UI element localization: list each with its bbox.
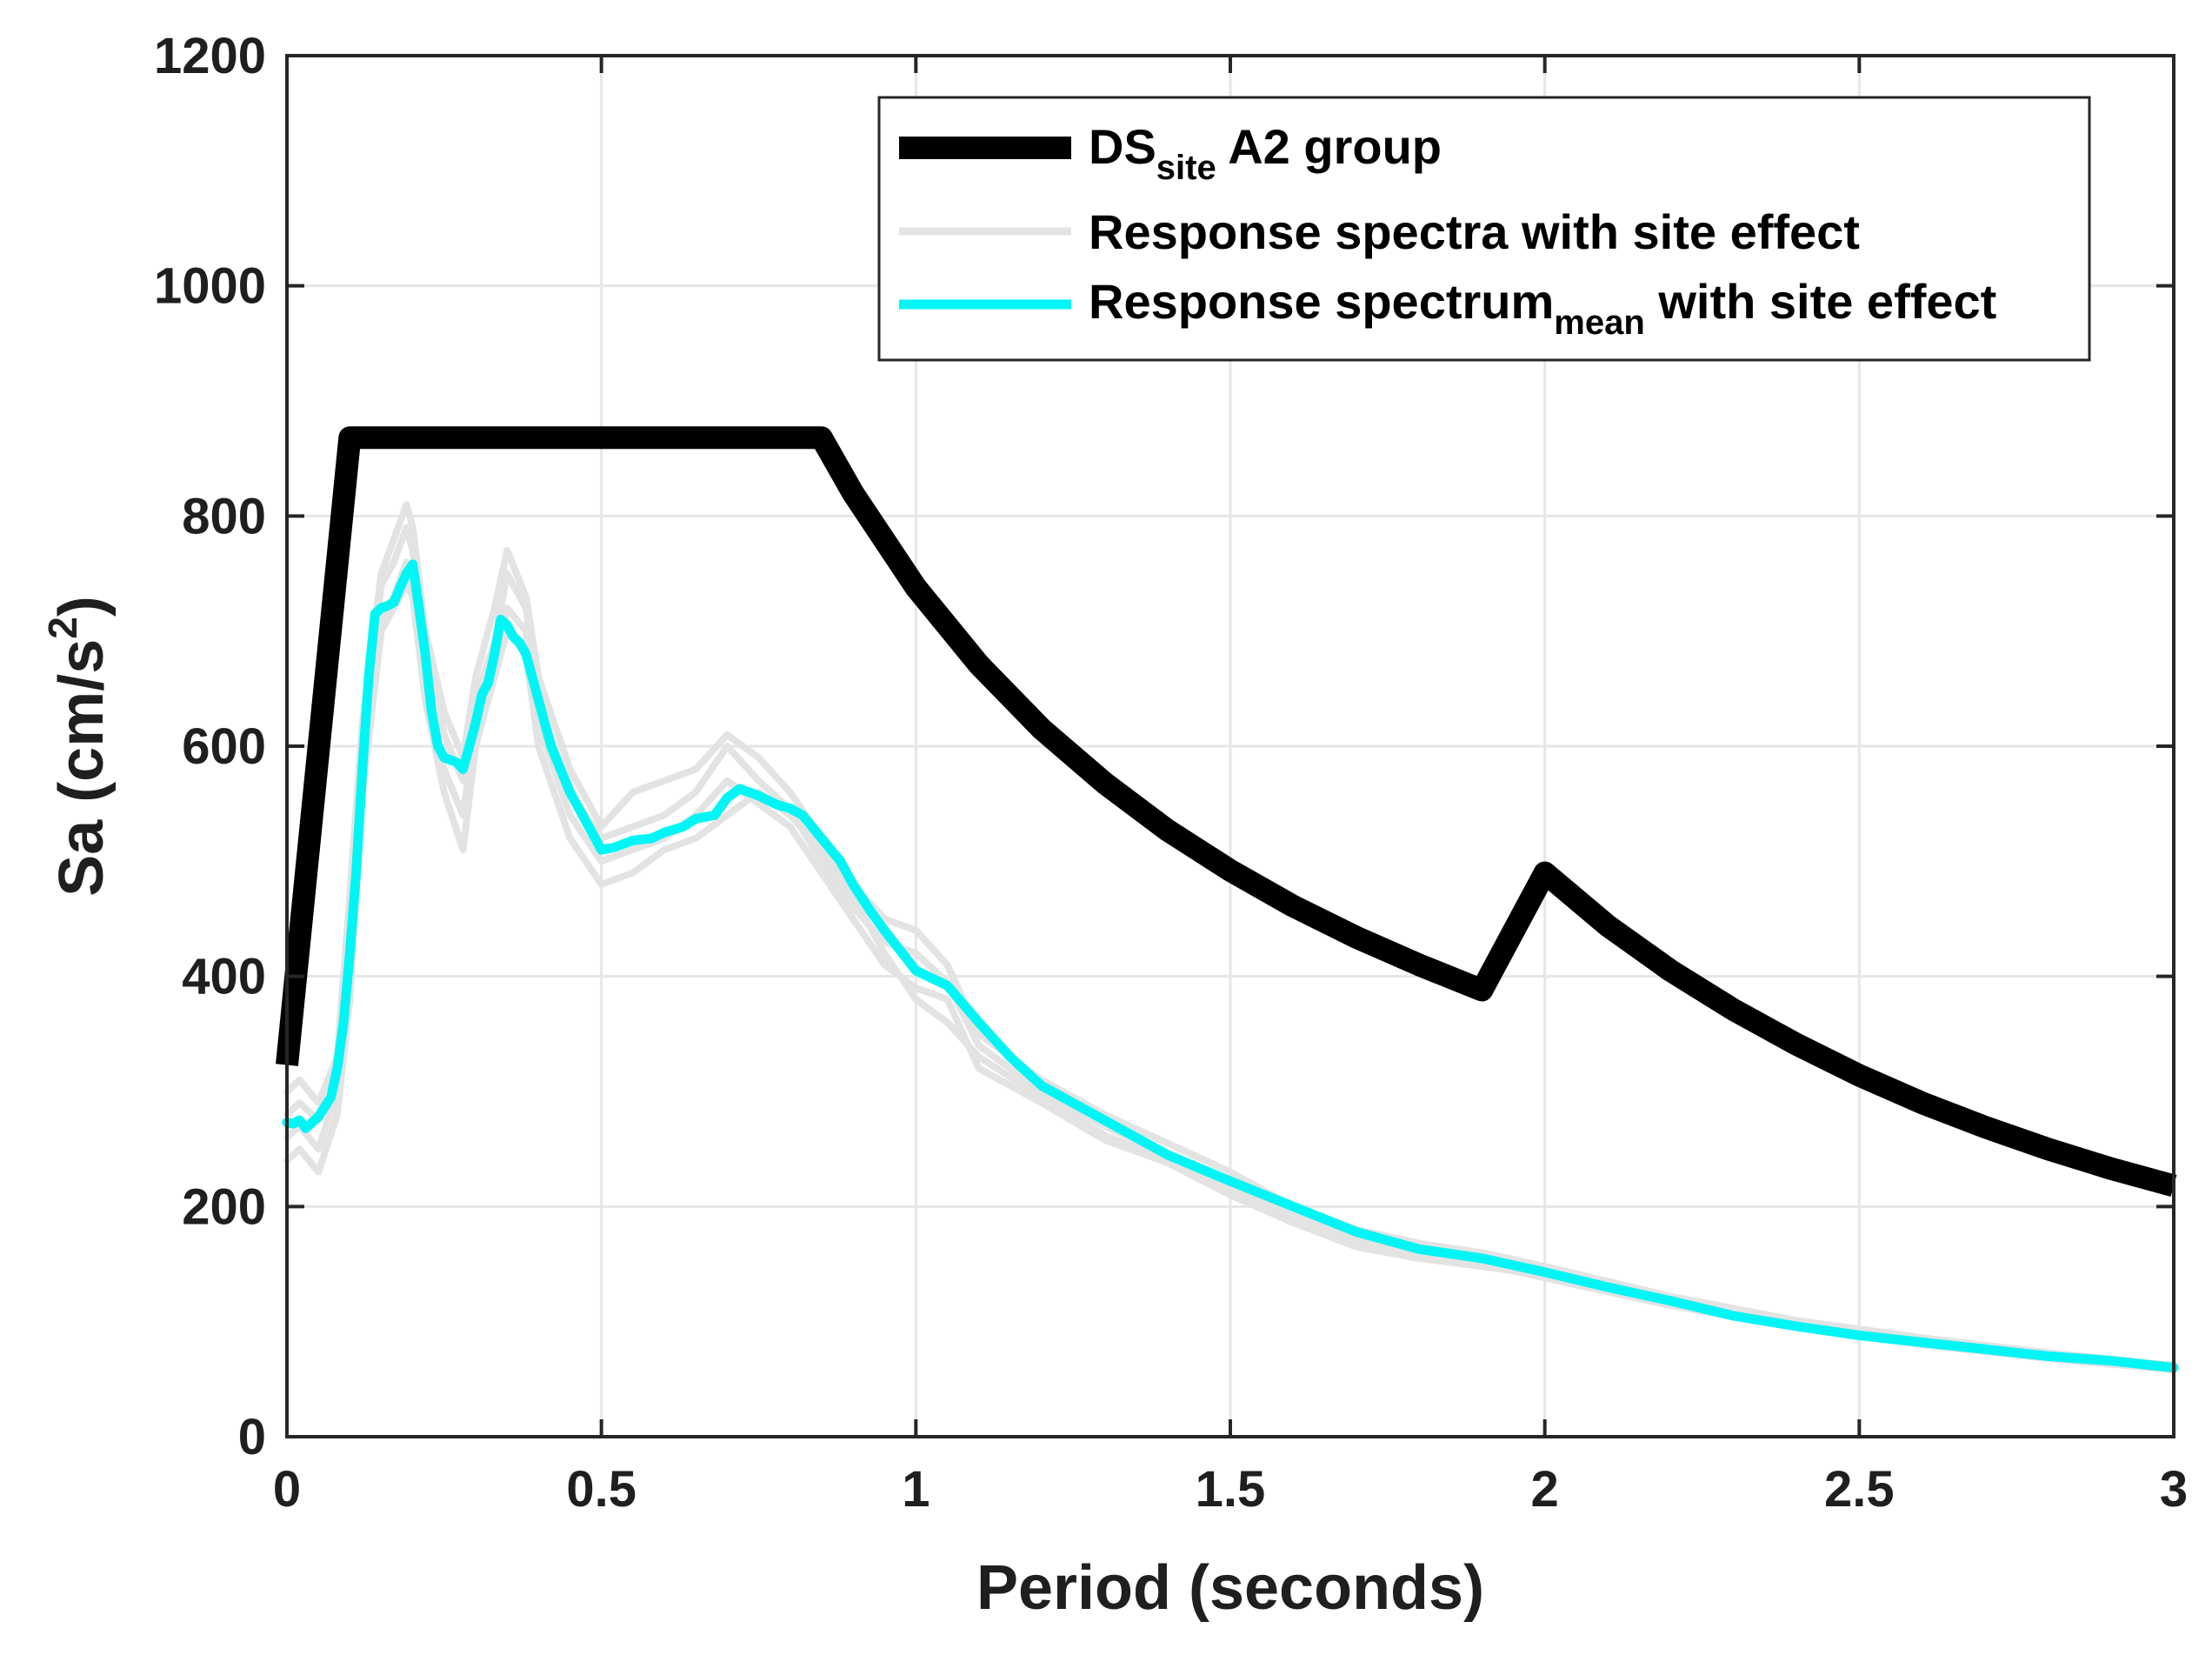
legend: DSsite A2 group Response spectra with si… xyxy=(877,96,2091,362)
y-tick-label: 800 xyxy=(182,488,266,544)
y-axis-ticks: 0 200 400 600 800 1000 1200 xyxy=(154,28,2174,1465)
legend-label-design-rest: A2 group xyxy=(1216,119,1442,174)
x-tick-label: 0 xyxy=(273,1461,301,1518)
legend-label-design-sub: site xyxy=(1156,149,1216,187)
y-tick-label: 400 xyxy=(182,949,266,1005)
x-tick-label: 2.5 xyxy=(1824,1461,1895,1518)
y-tick-label: 0 xyxy=(238,1409,266,1465)
mean-series-line-5 xyxy=(282,559,2179,1373)
y-axis-title-main: Sa (cm/s xyxy=(47,639,117,897)
x-tick-label: 1 xyxy=(902,1461,929,1518)
y-tick-label: 1000 xyxy=(154,258,266,315)
legend-box xyxy=(877,96,2091,362)
legend-label-mean-rest: with site effect xyxy=(1645,274,1997,329)
y-axis-title-superscript: 2 xyxy=(40,617,85,639)
design-series-group xyxy=(276,426,2177,1198)
legend-label-design: DSsite A2 group xyxy=(1089,119,1442,187)
design-series-line-0 xyxy=(276,426,2177,1198)
legend-label-mean-main: Response spectrum xyxy=(1089,274,1554,329)
mean-series-group xyxy=(282,559,2179,1373)
y-axis-title-close: ) xyxy=(47,596,117,617)
x-tick-label: 1.5 xyxy=(1196,1461,1266,1518)
x-tick-label: 2 xyxy=(1531,1461,1559,1518)
x-tick-label: 3 xyxy=(2160,1461,2188,1518)
x-tick-label: 0.5 xyxy=(566,1461,636,1518)
y-tick-label: 200 xyxy=(182,1178,266,1235)
legend-label-design-main: DS xyxy=(1089,119,1156,174)
x-axis-title: Period (seconds) xyxy=(976,1553,1484,1623)
legend-label-records: Response spectra with site effect xyxy=(1089,204,1860,259)
x-axis-ticks: 0 0.5 1 1.5 2 2.5 3 xyxy=(273,56,2188,1518)
y-axis-title: Sa (cm/s2) xyxy=(40,596,117,897)
legend-label-mean: Response spectrummean with site effect xyxy=(1089,274,1996,342)
legend-label-mean-sub: mean xyxy=(1554,304,1645,342)
y-tick-label: 600 xyxy=(182,718,266,775)
y-tick-label: 1200 xyxy=(154,28,266,84)
